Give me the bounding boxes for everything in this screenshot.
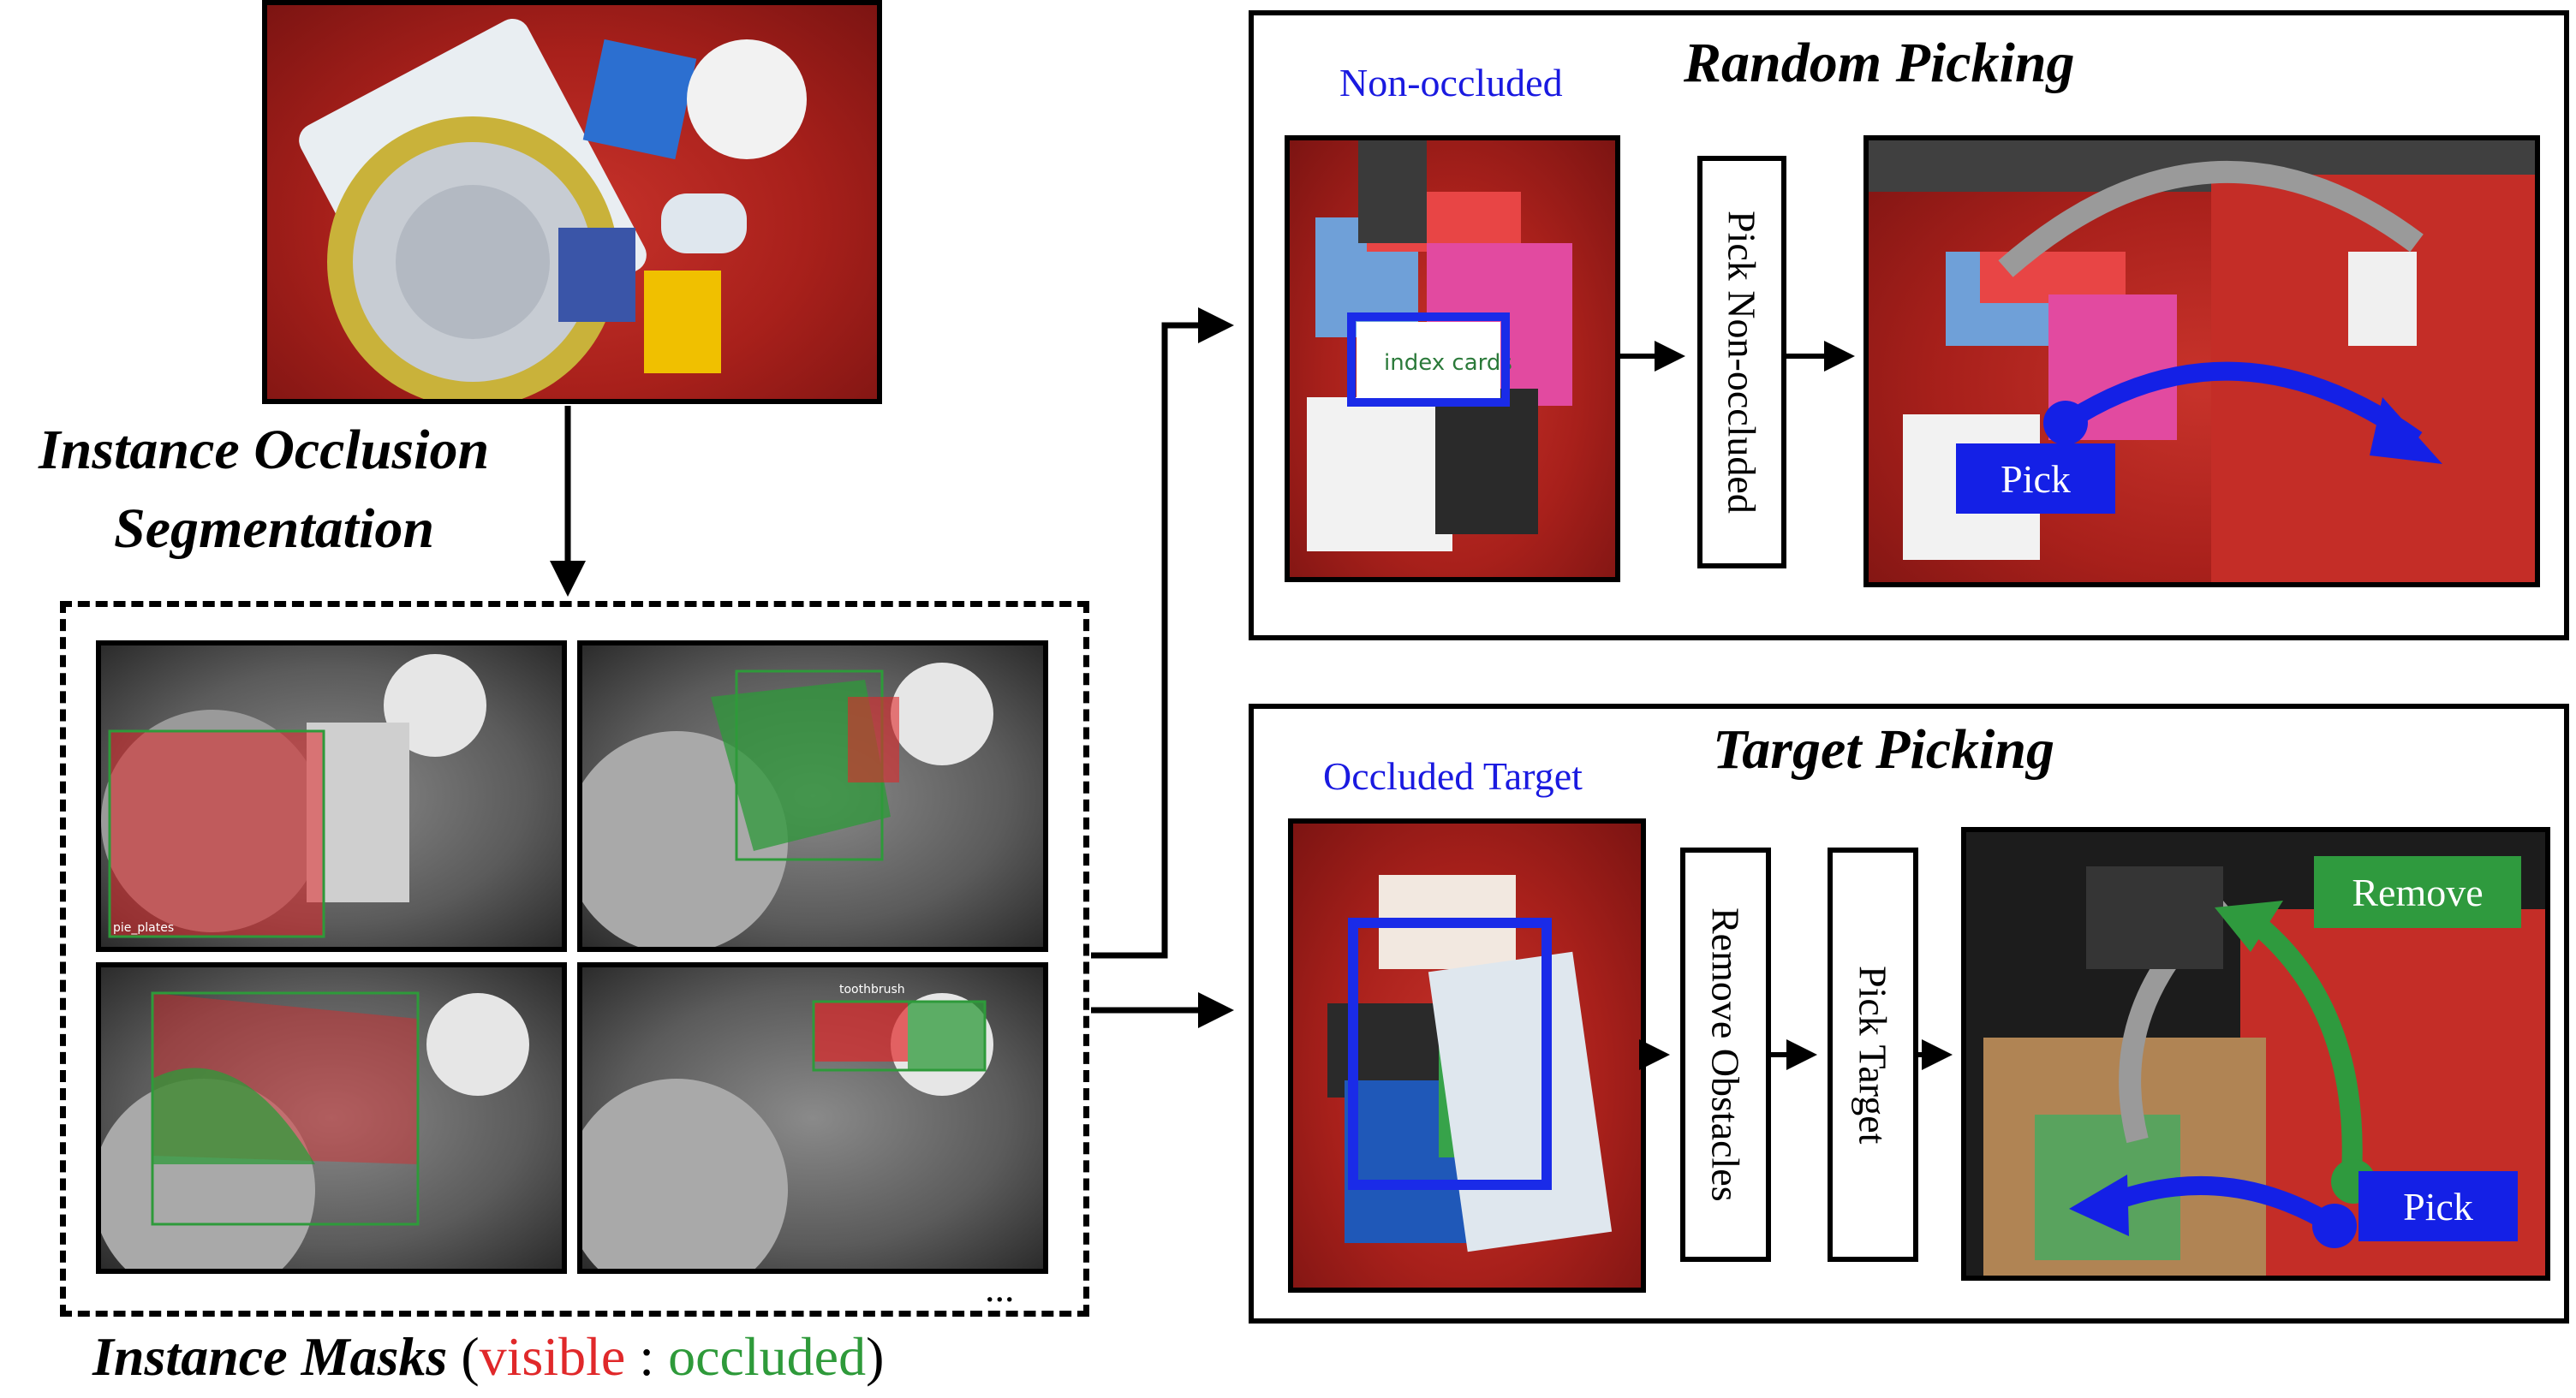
mask-image-4: toothbrush — [577, 962, 1048, 1274]
caption-occluded: occluded — [668, 1326, 867, 1387]
caption-separator: : — [625, 1326, 669, 1387]
caption-prefix: Instance Masks — [92, 1326, 448, 1387]
instance-masks-frame — [60, 601, 1089, 1317]
target-picking-title: Target Picking — [1713, 718, 2055, 781]
random-result-photo — [1863, 135, 2540, 587]
caption-close-paren: ) — [866, 1326, 885, 1387]
remove-obstacles-step: Remove Obstacles — [1680, 848, 1771, 1262]
pick-non-occluded-text: Pick Non-occluded — [1720, 211, 1764, 514]
random-pick-tag: Pick — [1956, 443, 2115, 514]
segmentation-step-label-line2: Segmentation — [114, 497, 435, 560]
segmentation-step-label-line1: Instance Occlusion — [39, 419, 490, 481]
source-bin-photo — [262, 0, 882, 404]
caption-visible: visible — [479, 1326, 626, 1387]
arrow-masks-to-random — [1091, 307, 1234, 959]
random-bin-photo: index cards — [1285, 135, 1620, 582]
target-result-photo — [1961, 827, 2550, 1281]
mask-image-1: pie_plates — [96, 640, 567, 952]
more-masks-ellipsis: ... — [985, 1266, 1015, 1310]
non-occluded-label: Non-occluded — [1339, 61, 1563, 104]
target-remove-tag: Remove — [2314, 856, 2521, 928]
mask-image-2 — [577, 640, 1048, 952]
mask-label-toothbrush: toothbrush — [839, 983, 905, 996]
target-pick-tag: Pick — [2358, 1171, 2518, 1241]
target-bin-photo — [1288, 818, 1646, 1293]
remove-obstacles-text: Remove Obstacles — [1703, 907, 1748, 1202]
pick-target-text: Pick Target — [1851, 965, 1895, 1145]
random-picking-title: Random Picking — [1684, 32, 2075, 94]
mask-image-3 — [96, 962, 567, 1274]
source-bin-objects — [299, 18, 807, 399]
pick-target-step: Pick Target — [1828, 848, 1918, 1262]
caption-open-paren: ( — [461, 1326, 480, 1387]
mask-label-pie-plates: pie_plates — [113, 921, 174, 935]
index-cards-text: index cards — [1384, 350, 1512, 376]
instance-masks-caption: Instance Masks (visible : occluded) — [92, 1325, 884, 1389]
occluded-target-label: Occluded Target — [1323, 754, 1583, 798]
pick-non-occluded-step: Pick Non-occluded — [1697, 156, 1786, 568]
